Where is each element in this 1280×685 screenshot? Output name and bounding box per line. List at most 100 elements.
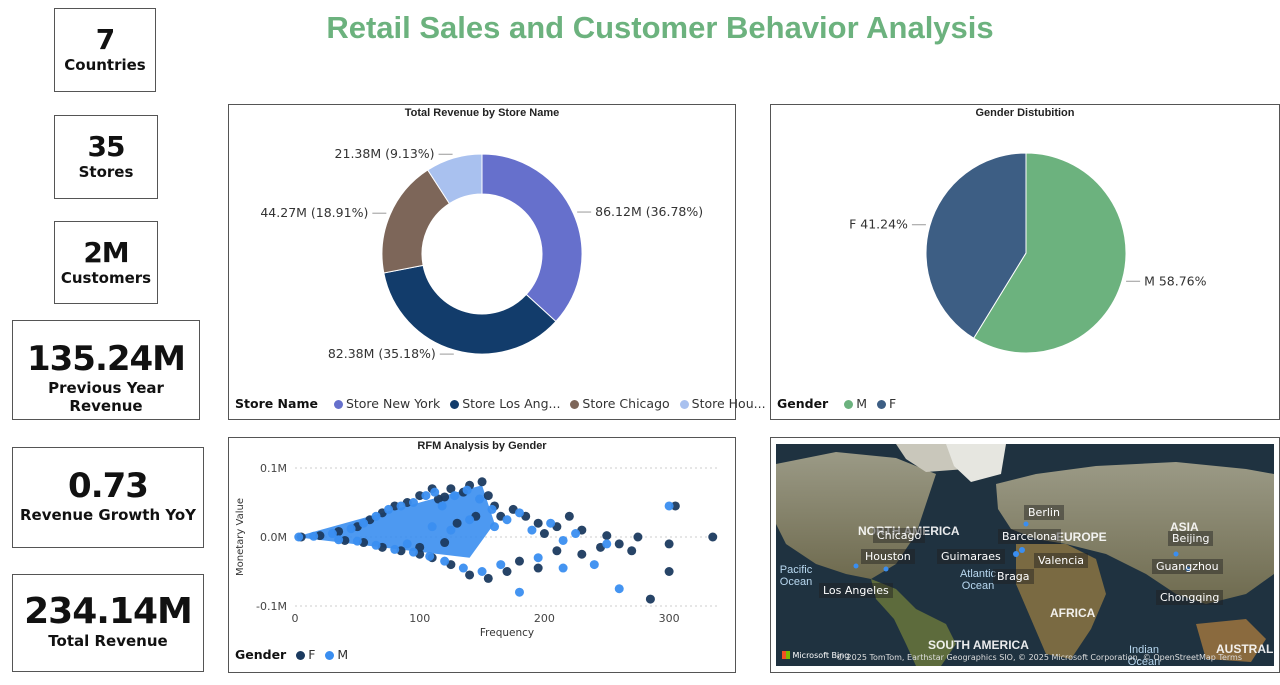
- data-label: 21.38M (9.13%): [335, 146, 435, 161]
- scatter-point: [408, 547, 418, 557]
- data-label: F 41.24%: [849, 217, 908, 232]
- rfm-legend: Gender F M: [235, 647, 348, 662]
- data-label: 86.12M (36.78%): [595, 204, 703, 219]
- map-city-label[interactable]: Houston: [861, 549, 915, 564]
- legend-label: Store Chicago: [582, 396, 670, 411]
- scatter-point: [487, 504, 497, 514]
- map-region-label: NORTH AMERICA: [858, 524, 960, 538]
- map-city-label[interactable]: Los Angeles: [819, 583, 893, 598]
- scatter-point: [552, 546, 562, 556]
- store-map[interactable]: NORTH AMERICA EUROPE ASIA AFRICA SOUTH A…: [776, 444, 1274, 666]
- scatter-point: [346, 524, 356, 534]
- scatter-point: [294, 532, 304, 542]
- scatter-point: [452, 518, 462, 528]
- data-label: M 58.76%: [1144, 273, 1207, 288]
- scatter-point: [670, 501, 680, 511]
- kpi-value: 7: [95, 23, 115, 56]
- kpi-label: Stores: [78, 163, 134, 181]
- scatter-point: [664, 539, 674, 549]
- scatter-point: [614, 584, 624, 594]
- scatter-point: [309, 531, 319, 541]
- map-region-label: ASIA: [1170, 520, 1199, 534]
- legend-item-f[interactable]: F: [871, 396, 896, 411]
- map-city-label[interactable]: Guangzhou: [1152, 559, 1223, 574]
- scatter-point: [390, 544, 400, 554]
- legend-item-m[interactable]: M: [838, 396, 867, 411]
- legend-swatch: [296, 651, 306, 660]
- map-city-label[interactable]: Beijing: [1168, 531, 1214, 546]
- legend-item-new-york[interactable]: Store New York: [328, 396, 440, 411]
- scatter-point: [571, 529, 581, 539]
- map-provider: Microsoft Bing: [792, 651, 850, 660]
- kpi-total-revenue: 234.14M Total Revenue: [12, 574, 204, 672]
- gender-pie-chart: M 58.76% F 41.24%: [849, 152, 1207, 354]
- data-label: 44.27M (18.91%): [260, 205, 368, 220]
- legend-item-f[interactable]: F: [296, 647, 315, 662]
- scatter-point: [602, 539, 612, 549]
- kpi-label: Customers: [60, 269, 152, 287]
- scatter-point: [533, 518, 543, 528]
- legend-item-m[interactable]: M: [319, 647, 348, 662]
- x-tick-label: 100: [409, 612, 430, 625]
- map-city-label[interactable]: Chongqing: [1156, 590, 1224, 605]
- legend-item-los-angeles[interactable]: Store Los Ang...: [444, 396, 560, 411]
- kpi-label: Previous Year Revenue: [48, 379, 164, 415]
- scatter-point: [450, 491, 460, 501]
- map-region-label: SOUTH AMERICA: [928, 638, 1029, 652]
- map-city-label[interactable]: Braga: [993, 569, 1034, 584]
- legend-label: Store New York: [345, 396, 441, 411]
- legend-item-houston[interactable]: Store Hou...: [674, 396, 766, 411]
- scatter-point: [421, 491, 431, 501]
- scatter-point: [477, 477, 487, 487]
- scatter-point: [371, 540, 381, 550]
- legend-item-chicago[interactable]: Store Chicago: [564, 396, 670, 411]
- scatter-point: [334, 535, 344, 545]
- scatter-point: [465, 515, 475, 525]
- kpi-countries: 7 Countries: [54, 8, 156, 92]
- scatter-point: [502, 515, 512, 525]
- legend-label: F: [889, 396, 897, 411]
- scatter-point: [477, 567, 487, 576]
- map-city-label[interactable]: Barcelona: [998, 529, 1061, 544]
- map-city-label[interactable]: Guimaraes: [937, 549, 1005, 564]
- scatter-point: [633, 532, 643, 542]
- scatter-point: [475, 494, 485, 504]
- kpi-stores: 35 Stores: [54, 115, 158, 199]
- scatter-point: [533, 553, 543, 563]
- data-label: 82.38M (35.18%): [328, 346, 436, 361]
- map-background: [776, 444, 1274, 666]
- x-tick-label: 200: [534, 612, 555, 625]
- pie-slice: [383, 264, 557, 355]
- rfm-scatter-chart: 0.1M 0.0M -0.1M 0 100 200 300 Frequency Monetary…: [235, 462, 719, 639]
- map-attribution[interactable]: © 2025 TomTom, Earthstar Geographics SIO…: [836, 653, 1242, 662]
- scatter-point: [614, 539, 624, 549]
- map-city-label[interactable]: Valencia: [1034, 553, 1089, 568]
- y-axis-label: Monetary Value: [235, 498, 246, 576]
- map-city-label[interactable]: Berlin: [1024, 505, 1064, 520]
- legend-label: M: [856, 396, 868, 411]
- scatter-point: [440, 538, 450, 548]
- revenue-donut-chart: 86.12M (36.78%) 82.38M (35.18%) 44.27M (18…: [260, 146, 703, 361]
- scatter-point: [589, 560, 599, 570]
- x-tick-label: 0: [292, 612, 299, 625]
- scatter-point: [558, 563, 568, 573]
- scatter-point: [425, 551, 435, 561]
- scatter-point: [502, 567, 512, 576]
- map-city-label[interactable]: Chicago: [873, 528, 926, 543]
- scatter-point: [440, 556, 450, 566]
- scatter-point: [462, 485, 472, 495]
- scatter-point: [427, 522, 437, 532]
- legend-swatch: [679, 400, 689, 409]
- kpi-value: 135.24M: [26, 339, 186, 379]
- store-legend: Store Name Store New York Store Los Ang.…: [235, 396, 766, 411]
- scatter-point: [396, 501, 406, 511]
- kpi-revenue-growth: 0.73 Revenue Growth YoY: [12, 447, 204, 548]
- kpi-label: Countries: [64, 56, 146, 74]
- chart-title: Total Revenue by Store Name: [404, 107, 560, 119]
- map-region-label: EUROPE: [1056, 530, 1107, 544]
- scatter-point: [539, 529, 549, 539]
- scatter-point: [496, 560, 506, 570]
- chart-title: Gender Distubition: [975, 107, 1075, 119]
- legend-label: Store Los Ang...: [462, 396, 561, 411]
- scatter-point: [564, 511, 574, 521]
